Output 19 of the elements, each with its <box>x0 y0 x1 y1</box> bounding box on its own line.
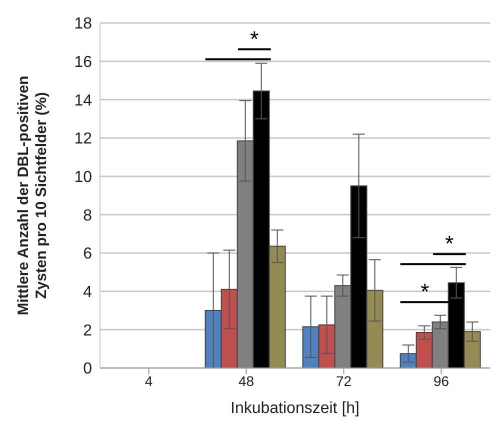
x-tick-label: 96 <box>433 372 450 389</box>
x-tick-label: 48 <box>238 372 254 389</box>
x-tick-label: 72 <box>336 372 352 389</box>
y-tick-label: 6 <box>83 246 92 263</box>
y-tick-label: 18 <box>74 16 92 33</box>
annotation: * <box>250 26 260 52</box>
y-tick-label: 16 <box>74 54 92 72</box>
y-tick-label: 4 <box>83 284 92 302</box>
y-tick-label: 8 <box>83 207 92 224</box>
annotation: * <box>420 279 430 304</box>
y-tick-label: 10 <box>74 169 92 186</box>
y-tick-label: 2 <box>83 322 92 340</box>
y-tick-label: 12 <box>74 130 92 148</box>
y-tick-label: 0 <box>83 360 92 378</box>
annotation: * <box>445 231 454 256</box>
x-axis-title: Inkubationszeit [h] <box>230 400 360 417</box>
y-axis-title: Mittlere Anzahl der DBL-positiven Zysten pro 10 Sichtfelder (%) <box>15 76 50 316</box>
y-tick-label: 14 <box>74 92 92 110</box>
x-tick-label: 4 <box>144 372 153 389</box>
